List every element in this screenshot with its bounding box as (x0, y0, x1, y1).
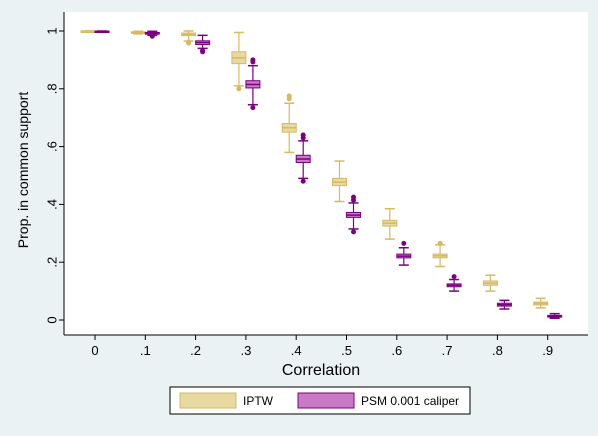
y-tick-label: .2 (45, 257, 60, 268)
outlier-point (236, 86, 242, 92)
y-tick-label: 0 (45, 316, 60, 323)
y-tick-label: .6 (45, 141, 60, 152)
outlier-point (401, 240, 407, 246)
legend-swatch-iptw (179, 392, 237, 409)
y-tick-label: 1 (45, 27, 60, 34)
box-1-0 (94, 30, 110, 33)
box-1-1 (144, 30, 160, 39)
x-tick-label: .6 (391, 343, 402, 358)
legend-label-iptw: IPTW (243, 394, 274, 408)
box-0-4 (281, 93, 297, 154)
box-0-7 (432, 240, 448, 268)
box-series-group (80, 30, 563, 320)
legend-label-psm: PSM 0.001 caliper (361, 394, 459, 408)
outlier-point (437, 240, 443, 246)
y-axis: 0 .2 .4 .6 .8 1 (45, 12, 65, 335)
x-axis-title: Correlation (282, 362, 360, 379)
outlier-point (200, 49, 206, 55)
box-1-5 (346, 194, 361, 235)
x-tick-label: .1 (140, 343, 151, 358)
x-tick-label: .3 (240, 343, 251, 358)
legend-swatch-psm (297, 392, 355, 409)
legend: IPTW PSM 0.001 caliper (169, 386, 471, 415)
x-tick-label: .9 (542, 343, 553, 358)
outlier-point (451, 274, 457, 280)
box-0-0 (80, 30, 96, 33)
x-tick-label: .5 (341, 343, 352, 358)
box-0-6 (382, 207, 398, 240)
box-1-2 (195, 34, 211, 55)
outlier-point (300, 178, 306, 184)
x-tick-label: .7 (442, 343, 453, 358)
box-0-3 (231, 31, 247, 92)
box-1-6 (396, 240, 412, 266)
outlier-point (351, 229, 356, 235)
outlier-point (286, 96, 292, 102)
box-0-2 (181, 30, 197, 46)
outlier-point (149, 33, 155, 39)
box-1-3 (245, 57, 261, 111)
outlier-point (351, 197, 356, 203)
x-tick-label: .2 (190, 343, 201, 358)
box-1-8 (496, 299, 512, 310)
plot-area (64, 12, 588, 335)
x-tick-label: .8 (492, 343, 503, 358)
y-tick-label: .4 (45, 199, 60, 210)
box-0-5 (332, 160, 347, 203)
x-tick-label: 0 (91, 343, 98, 358)
box-0-1 (130, 30, 146, 35)
x-axis: 0 .1 .2 .3 .4 .5 .6 .7 .8 .9 (64, 334, 588, 358)
outlier-point (186, 40, 192, 46)
box-1-9 (547, 312, 563, 320)
x-tick-label: .4 (291, 343, 302, 358)
y-tick-label: .8 (45, 83, 60, 94)
box-0-8 (482, 274, 498, 292)
outlier-point (250, 105, 256, 111)
y-axis-title: Prop. in common support (15, 92, 31, 249)
box-1-7 (446, 274, 462, 292)
box-1-4 (295, 132, 311, 184)
box-0-9 (533, 297, 549, 309)
outlier-point (250, 59, 256, 65)
outlier-point (300, 135, 306, 141)
